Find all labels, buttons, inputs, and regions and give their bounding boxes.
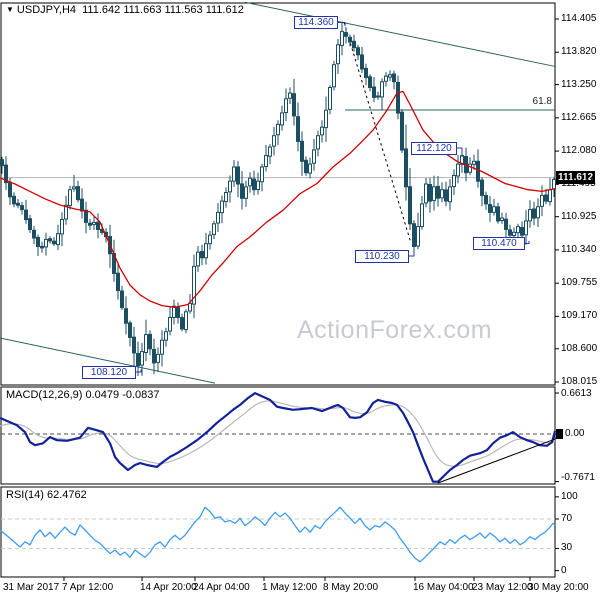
macd-trendline: [437, 437, 558, 484]
rsi-line: [0, 506, 556, 563]
annotation-tail: [457, 147, 463, 157]
candlesticks: [0, 21, 556, 376]
annotation-tail: [338, 22, 346, 26]
trendline-1: [0, 337, 216, 384]
trendline-0: [244, 1, 556, 67]
annotation-tail: [409, 249, 415, 257]
macd-signal-line: [0, 400, 556, 467]
macd-main-line: [0, 392, 557, 483]
rsi-panel-frame: [0, 486, 556, 578]
macd-panel-frame: [0, 386, 556, 485]
ma-line: [0, 90, 556, 308]
annotation-tail: [525, 241, 530, 244]
price-panel-frame: [0, 2, 556, 386]
annotation-tail: [136, 369, 142, 373]
